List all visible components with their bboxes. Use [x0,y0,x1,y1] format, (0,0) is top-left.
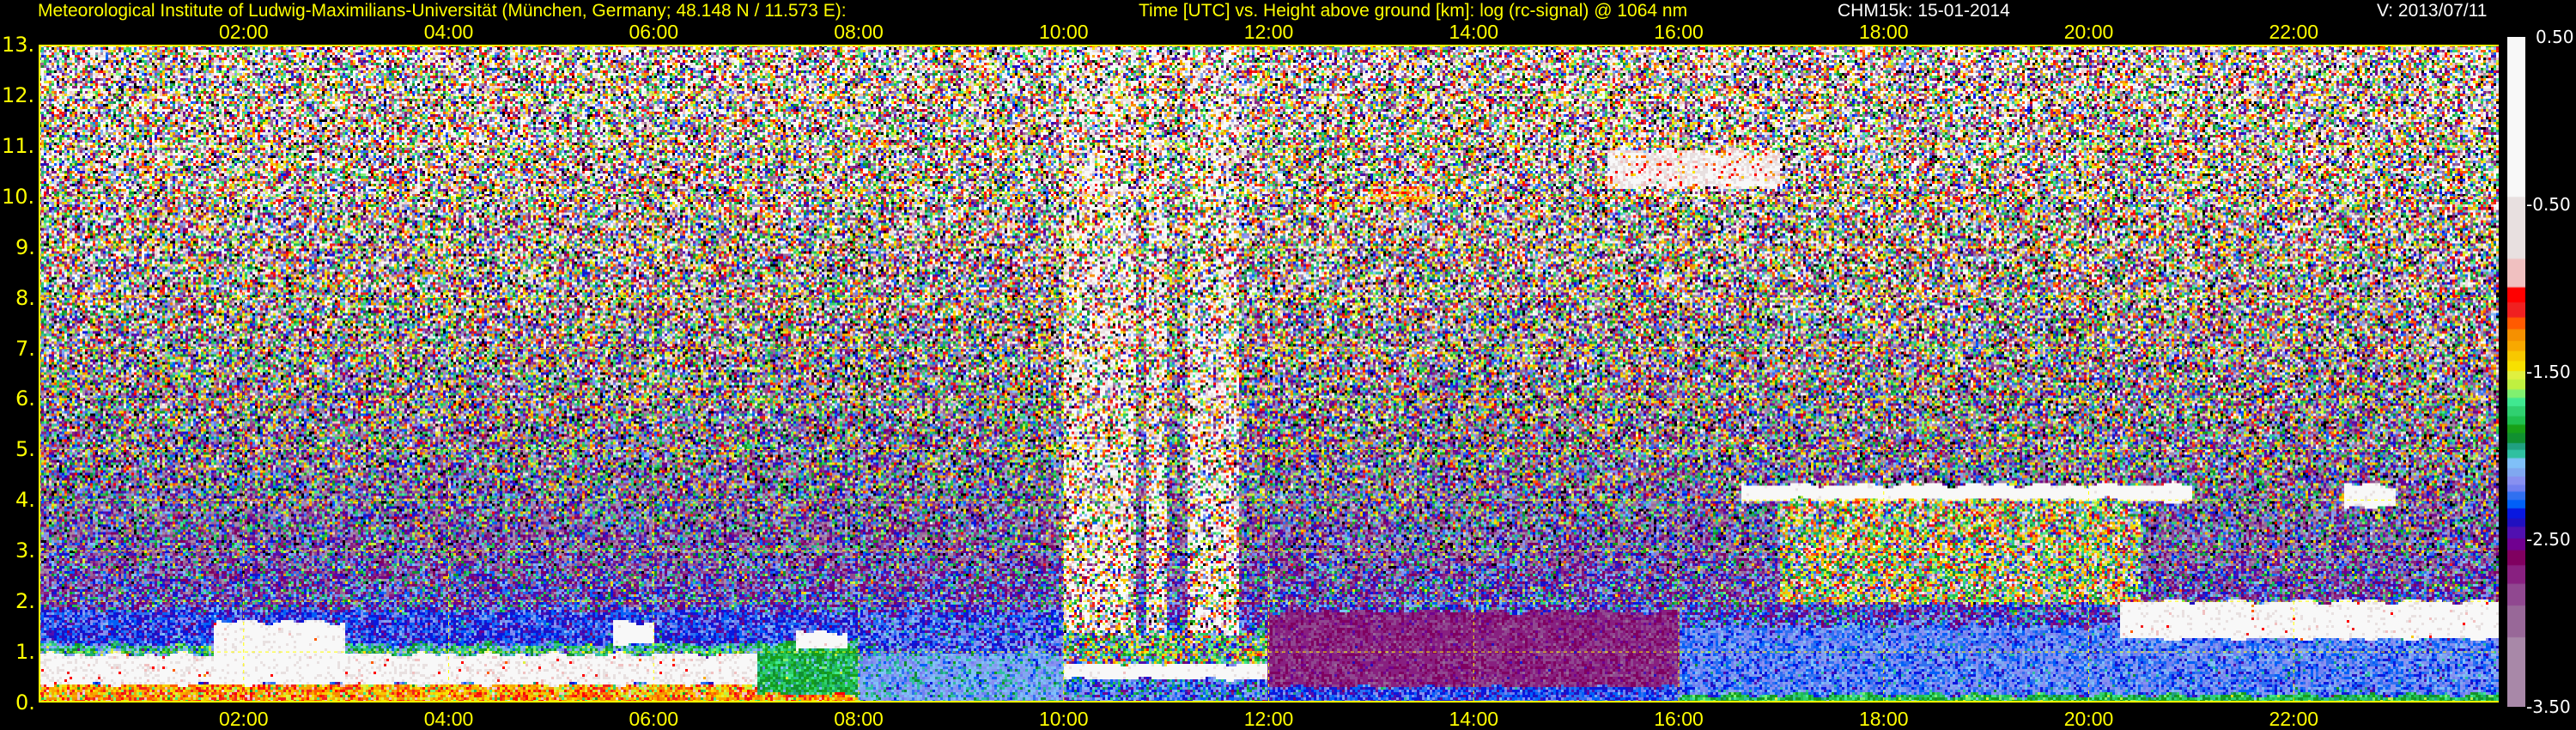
x-tick-label: 06:00 [629,21,679,43]
x-tick-label: 04:00 [423,708,474,730]
x-tick-label: 14:00 [1449,708,1499,730]
y-tick-label: 6. [15,386,35,411]
x-tick-label: 14:00 [1449,21,1499,43]
y-tick-label: 10. [2,184,35,209]
instrument-date: CHM15k: 15-01-2014 [1838,1,2010,21]
institute-label: Meteorological Institute of Ludwig-Maxim… [38,1,847,21]
y-tick-label: 12. [2,82,35,107]
x-tick-label: 10:00 [1038,21,1089,43]
colorbar-tick-label: -2.50 [2526,529,2571,550]
x-tick-label: 12:00 [1243,708,1294,730]
x-tick-label: 16:00 [1654,708,1704,730]
x-tick-label: 12:00 [1243,21,1294,43]
colorbar-tick-label: -0.50 [2526,194,2571,215]
x-tick-label: 06:00 [629,708,679,730]
y-tick-label: 11. [2,133,35,158]
plot-area [39,45,2499,703]
x-tick-label: 20:00 [2063,21,2114,43]
colorbar [2507,37,2525,707]
colorbar-tick-label: 0.50 [2536,27,2574,47]
x-tick-label: 18:00 [1858,708,1909,730]
y-tick-label: 3. [15,538,35,563]
version-label: V: 2013/07/11 [2377,1,2488,21]
x-tick-label: 22:00 [2269,708,2319,730]
x-tick-label: 16:00 [1654,21,1704,43]
y-tick-label: 2. [15,589,35,614]
y-tick-label: 8. [15,285,35,310]
x-tick-label: 20:00 [2063,708,2114,730]
colorbar-tick-label: -1.50 [2526,362,2571,382]
y-tick-label: 4. [15,488,35,513]
x-tick-label: 04:00 [423,21,474,43]
y-tick-label: 13. [2,33,35,57]
plot-title: Time [UTC] vs. Height above ground [km]:… [1139,1,1688,21]
x-tick-label: 02:00 [218,21,269,43]
x-tick-label: 08:00 [834,21,884,43]
y-tick-label: 1. [15,640,35,665]
y-tick-label: 9. [15,234,35,259]
x-tick-label: 08:00 [834,708,884,730]
x-tick-label: 18:00 [1858,21,1909,43]
x-tick-label: 02:00 [218,708,269,730]
x-tick-label: 10:00 [1038,708,1089,730]
grid-lines [39,45,2499,703]
y-tick-label: 0. [15,690,35,715]
backscatter-heatmap [39,45,2499,703]
colorbar-tick-label: -3.50 [2526,697,2571,717]
y-tick-label: 5. [15,437,35,462]
y-tick-label: 7. [15,336,35,361]
x-tick-label: 22:00 [2269,21,2319,43]
